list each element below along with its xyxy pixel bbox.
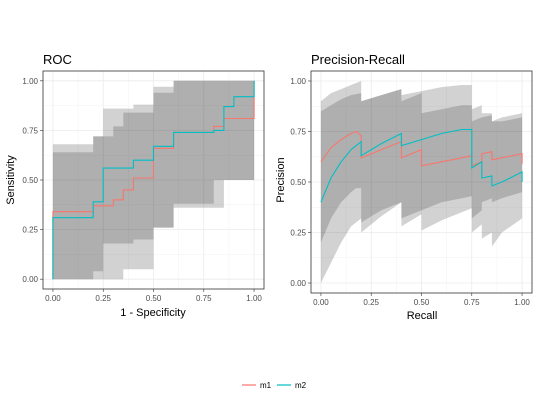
roc-x-axis-label: 1 - Specificity [120,307,186,319]
roc-x-tick-label: 0.00 [45,294,61,303]
legend-label-m2: m2 [295,381,307,390]
roc-x-tick-label: 1.00 [246,294,262,303]
roc-plot-area: 0.00 0.25 0.50 0.75 1.00 0.00 0.25 0.50 0.75 1.00 [22,70,265,303]
pr-x-tick-label: 0.50 [414,298,430,307]
pr-line-m1 [320,130,523,167]
pr-y-tick-label: 0.50 [290,178,306,187]
roc-y-tick-label: 0.00 [22,275,38,284]
pr-x-tick-label: 0.25 [363,298,379,307]
roc-x-tick-label: 0.75 [196,294,212,303]
roc-y-tick-label: 0.75 [22,126,38,135]
roc-y-tick-label: 0.25 [22,226,38,235]
pr-x-tick-label: 1.00 [514,298,530,307]
roc-band-m2 [52,80,255,280]
roc-band-m1 [52,80,255,280]
legend: m1 m2 [242,381,307,390]
pr-y-tick-label: 0.00 [290,279,306,288]
roc-panel: ROC 0.00 0.25 0.50 0.75 1.00 0.00 0.25 0.50 0.75… [5,52,265,319]
roc-title: ROC [43,52,72,67]
pr-y-tick-label: 0.25 [290,229,306,238]
pr-line-m2 [320,128,523,203]
roc-line-m2 [52,80,255,280]
roc-y-tick-label: 0.50 [22,176,38,185]
roc-y-axis-label: Sensitivity [5,155,17,205]
pr-plot-area: 0.00 0.25 0.50 0.75 1.00 0.00 0.25 0.50 0.75 1.00 [290,70,533,307]
pr-y-tick-label: 1.00 [290,77,306,86]
pr-y-axis-label: Precision [275,157,287,202]
pr-title: Precision-Recall [311,52,405,67]
pr-x-axis-label: Recall [407,310,438,322]
pr-x-tick-label: 0.00 [313,298,329,307]
pr-panel: Precision-Recall 0.00 0.25 0.50 0.75 1.000.0… [275,52,533,322]
pr-y-tick-label: 0.75 [290,127,306,136]
roc-y-tick-label: 1.00 [22,77,38,86]
roc-line-m1 [52,80,255,280]
legend-label-m1: m1 [260,381,272,390]
roc-x-tick-label: 0.50 [146,294,162,303]
pr-x-tick-label: 0.75 [464,298,480,307]
roc-x-tick-label: 0.25 [95,294,111,303]
